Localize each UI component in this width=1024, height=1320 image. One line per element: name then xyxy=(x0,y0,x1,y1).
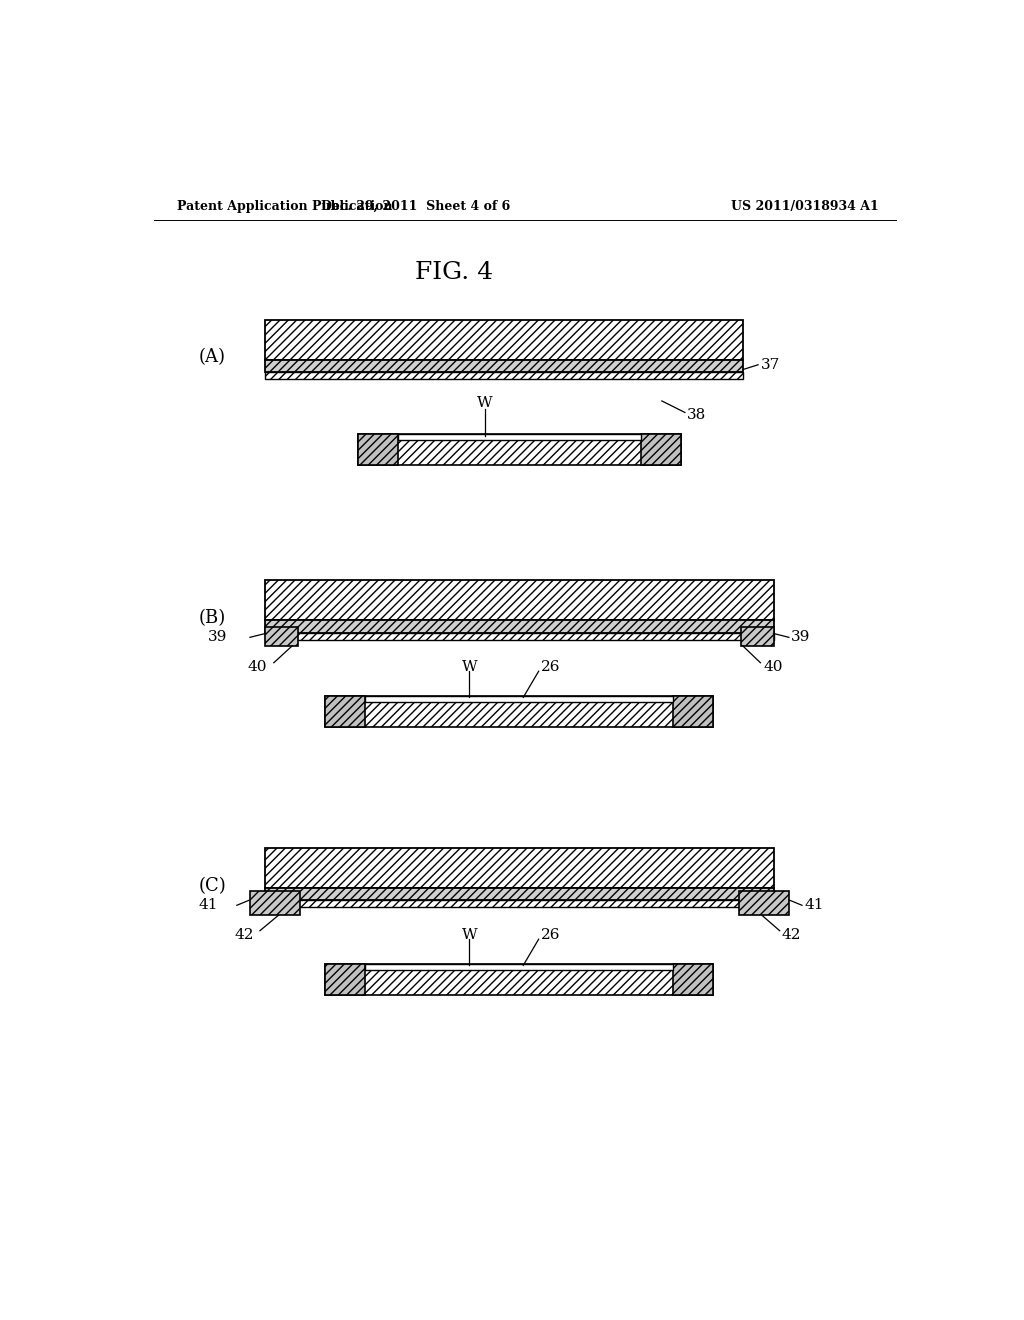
Bar xyxy=(739,891,788,915)
Bar xyxy=(265,887,773,900)
Bar xyxy=(641,434,681,465)
Text: 39: 39 xyxy=(792,631,811,644)
Bar xyxy=(366,696,674,702)
Bar xyxy=(357,434,681,465)
Bar xyxy=(265,321,742,360)
Bar xyxy=(674,964,714,995)
Text: Dec. 29, 2011  Sheet 4 of 6: Dec. 29, 2011 Sheet 4 of 6 xyxy=(321,199,510,213)
Bar xyxy=(326,696,366,726)
Text: FIG. 4: FIG. 4 xyxy=(415,261,493,284)
Text: W: W xyxy=(477,396,493,411)
Bar xyxy=(366,964,674,970)
Text: 42: 42 xyxy=(781,928,801,941)
Bar xyxy=(326,696,714,726)
Text: 40: 40 xyxy=(764,660,783,673)
Text: 26: 26 xyxy=(541,928,560,941)
Bar xyxy=(674,696,714,726)
Text: 38: 38 xyxy=(686,408,706,422)
Bar xyxy=(250,891,300,915)
Text: Patent Application Publication: Patent Application Publication xyxy=(177,199,392,213)
Bar xyxy=(265,620,773,632)
Bar xyxy=(326,964,366,995)
Text: 26: 26 xyxy=(541,660,560,673)
Text: 39: 39 xyxy=(208,631,227,644)
Bar xyxy=(357,434,397,465)
Text: 41: 41 xyxy=(804,899,824,912)
Text: US 2011/0318934 A1: US 2011/0318934 A1 xyxy=(731,199,879,213)
Bar xyxy=(326,964,714,995)
Text: 42: 42 xyxy=(234,928,254,941)
Text: W: W xyxy=(462,928,477,941)
Text: (C): (C) xyxy=(199,876,226,895)
Text: 41: 41 xyxy=(199,899,218,912)
Bar xyxy=(265,632,773,640)
Text: W: W xyxy=(462,660,477,673)
Bar xyxy=(265,900,773,907)
Text: (B): (B) xyxy=(199,609,225,627)
Text: 37: 37 xyxy=(761,358,779,372)
Text: 40: 40 xyxy=(248,660,267,673)
Bar xyxy=(741,627,773,645)
Bar xyxy=(265,360,742,372)
Bar xyxy=(265,847,773,887)
Text: (A): (A) xyxy=(199,348,225,366)
Bar xyxy=(265,372,742,379)
Bar xyxy=(265,627,298,645)
Bar xyxy=(397,434,641,441)
Bar xyxy=(265,581,773,620)
